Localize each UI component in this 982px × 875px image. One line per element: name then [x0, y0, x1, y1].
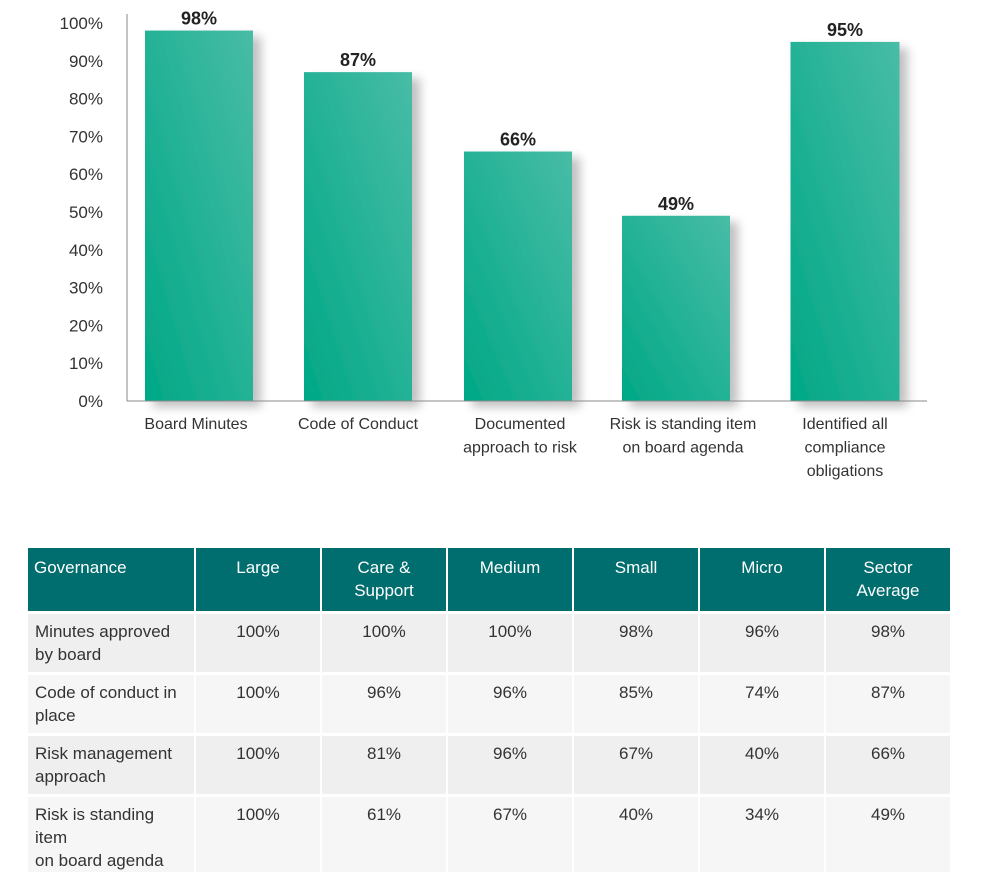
- bar-value-label: 95%: [827, 20, 863, 40]
- table-cell: 100%: [196, 614, 320, 672]
- x-category-label: compliance: [805, 440, 886, 457]
- bar-value-label: 87%: [340, 50, 376, 70]
- table-cell: 96%: [700, 614, 824, 672]
- y-tick-label: 60%: [69, 165, 103, 184]
- table-cell: 96%: [322, 675, 446, 733]
- row-label: Risk is standing item on board agenda: [28, 797, 194, 872]
- x-axis: Board Minutes Code of Conduct Documented ap…: [127, 400, 927, 480]
- table-cell: 100%: [448, 614, 572, 672]
- header-column: Medium: [448, 548, 572, 611]
- row-label-text: Code of conduct in: [35, 683, 177, 702]
- table-cell: 61%: [322, 797, 446, 872]
- y-tick-label: 50%: [69, 203, 103, 222]
- header-governance: Governance: [28, 548, 194, 611]
- table-cell: 81%: [322, 736, 446, 794]
- table-cell: 66%: [826, 736, 950, 794]
- row-label-text: Risk management: [35, 744, 173, 763]
- bar: [464, 151, 572, 401]
- x-category-label: Identified all: [802, 416, 887, 433]
- y-tick-label: 20%: [69, 316, 103, 335]
- row-label-text: Minutes approved: [35, 622, 171, 641]
- table-cell: 40%: [574, 797, 698, 872]
- row-label-text: place: [35, 706, 76, 725]
- table-cell: 74%: [700, 675, 824, 733]
- row-label: Minutes approved by board: [28, 614, 194, 672]
- row-label: Code of conduct in place: [28, 675, 194, 733]
- table-cell: 96%: [448, 675, 572, 733]
- y-tick-label: 0%: [78, 392, 103, 411]
- row-label-text: Risk is standing item: [35, 805, 155, 847]
- table-cell: 85%: [574, 675, 698, 733]
- table-cell: 100%: [196, 736, 320, 794]
- row-label-text: by board: [35, 645, 102, 664]
- header-text: Micro: [741, 558, 783, 577]
- y-tick-label: 10%: [69, 354, 103, 373]
- header-text: Small: [614, 558, 658, 577]
- x-category-label: approach to risk: [463, 440, 578, 457]
- table-row: Code of conduct in place 100% 96% 96% 85% 74% 8…: [28, 675, 950, 733]
- y-tick-label: 30%: [69, 279, 103, 298]
- row-label-text: on board agenda: [35, 851, 164, 870]
- header-column: Small: [574, 548, 698, 611]
- y-tick-label: 90%: [69, 52, 103, 71]
- y-tick-label: 70%: [69, 127, 103, 146]
- header-column: Micro: [700, 548, 824, 611]
- y-tick-label: 40%: [69, 241, 103, 260]
- header-text: Sector: [863, 558, 913, 577]
- row-label: Risk management approach: [28, 736, 194, 794]
- header-text: Governance: [34, 558, 127, 577]
- x-category-label: Risk is standing item: [610, 416, 757, 433]
- table-row: Risk management approach 100% 81% 96% 67% 40% 6…: [28, 736, 950, 794]
- table-cell: 100%: [196, 675, 320, 733]
- header-column: Sector Average: [826, 548, 950, 611]
- y-axis: 0% 10% 20% 30% 40% 50% 60% 70% 80% 90% 100%: [60, 14, 128, 411]
- table-cell: 96%: [448, 736, 572, 794]
- y-tick-label: 100%: [60, 14, 103, 33]
- table-cell: 67%: [574, 736, 698, 794]
- x-category-label: on board agenda: [623, 440, 744, 457]
- bar: [790, 41, 900, 402]
- header-text: Large: [236, 558, 280, 577]
- table-cell: 87%: [826, 675, 950, 733]
- governance-table: Governance Large Care & Support Medium Small M…: [28, 548, 954, 872]
- x-category-label: Documented: [475, 416, 566, 433]
- table-cell: 49%: [826, 797, 950, 872]
- row-label-text: approach: [35, 767, 106, 786]
- table-cell: 40%: [700, 736, 824, 794]
- header-text: Support: [354, 581, 414, 600]
- bar-chart: 0% 10% 20% 30% 40% 50% 60% 70% 80% 90% 100% 98% 87%…: [60, 9, 927, 480]
- table-cell: 100%: [196, 797, 320, 872]
- bar-value-label: 66%: [500, 130, 536, 150]
- y-tick-label: 80%: [69, 90, 103, 109]
- table-header-row: Governance Large Care & Support Medium Small M…: [28, 548, 950, 611]
- table-body: Minutes approved by board 100% 100% 100% 98% 9…: [28, 614, 950, 872]
- header-column: Large: [196, 548, 320, 611]
- table-cell: 98%: [826, 614, 950, 672]
- bar: [622, 215, 730, 401]
- table-row: Risk is standing item on board agenda 100%…: [28, 797, 950, 872]
- table-row: Minutes approved by board 100% 100% 100% 98% 9…: [28, 614, 950, 672]
- table-cell: 100%: [322, 614, 446, 672]
- bar-value-label: 49%: [658, 194, 694, 214]
- header-text: Care &: [357, 558, 411, 577]
- x-category-label: obligations: [807, 463, 884, 480]
- bars: 98% 87% 66% 49% 95%: [145, 9, 900, 402]
- bar: [304, 72, 412, 401]
- x-category-label: Board Minutes: [144, 416, 247, 433]
- bar-value-label: 98%: [181, 9, 217, 29]
- table-cell: 34%: [700, 797, 824, 872]
- header-text: Average: [856, 581, 920, 600]
- header-text: Medium: [479, 558, 541, 577]
- table-cell: 67%: [448, 797, 572, 872]
- bar: [145, 30, 253, 402]
- table-cell: 98%: [574, 614, 698, 672]
- header-column: Care & Support: [322, 548, 446, 611]
- x-category-label: Code of Conduct: [298, 416, 419, 433]
